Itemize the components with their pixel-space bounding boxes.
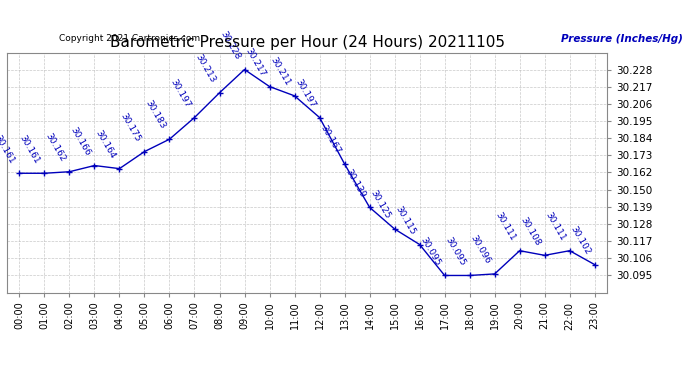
Text: 30.096: 30.096 xyxy=(469,234,492,266)
Text: 30.161: 30.161 xyxy=(0,133,17,165)
Text: 30.175: 30.175 xyxy=(118,111,141,143)
Text: 30.161: 30.161 xyxy=(18,133,41,165)
Text: 30.213: 30.213 xyxy=(193,53,217,84)
Text: 30.125: 30.125 xyxy=(368,189,392,220)
Text: 30.183: 30.183 xyxy=(143,99,167,131)
Text: 30.108: 30.108 xyxy=(518,215,542,247)
Text: 30.095: 30.095 xyxy=(443,235,467,267)
Text: 30.197: 30.197 xyxy=(293,77,317,109)
Text: 30.217: 30.217 xyxy=(243,46,267,78)
Text: 30.095: 30.095 xyxy=(418,235,442,267)
Title: Barometric Pressure per Hour (24 Hours) 20211105: Barometric Pressure per Hour (24 Hours) … xyxy=(110,35,504,50)
Text: 30.211: 30.211 xyxy=(268,56,292,87)
Text: 30.166: 30.166 xyxy=(68,125,92,157)
Text: 30.167: 30.167 xyxy=(318,124,342,156)
Text: 30.197: 30.197 xyxy=(168,77,192,109)
Text: 30.115: 30.115 xyxy=(393,204,417,236)
Text: 30.164: 30.164 xyxy=(93,129,117,160)
Text: 30.102: 30.102 xyxy=(569,225,592,256)
Text: 30.111: 30.111 xyxy=(493,210,517,242)
Text: 30.228: 30.228 xyxy=(218,30,241,61)
Text: 30.162: 30.162 xyxy=(43,132,67,164)
Text: 30.111: 30.111 xyxy=(543,210,567,242)
Text: Copyright 2021 Cartronics.com: Copyright 2021 Cartronics.com xyxy=(59,34,200,43)
Text: 30.139: 30.139 xyxy=(343,167,367,199)
Text: Pressure (Inches/Hg): Pressure (Inches/Hg) xyxy=(561,34,683,44)
